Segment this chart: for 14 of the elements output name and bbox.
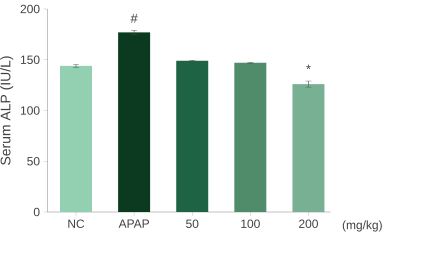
y-tick-label: 100 [20, 106, 40, 115]
text: (mg/kg) [342, 220, 382, 232]
annotation: # [130, 14, 138, 23]
x-tick-label: 200 [299, 220, 318, 228]
y-tick-label: 150 [20, 56, 40, 64]
x-tick-label: APAP [118, 220, 149, 228]
y-tick-label: 0 [34, 208, 40, 216]
y-tick-label: 50 [27, 157, 40, 166]
y-tick-label: 200 [20, 4, 40, 14]
annotation: * [306, 64, 311, 70]
x-tick-label: 50 [186, 220, 198, 228]
x-tick-label: 100 [241, 220, 260, 228]
y-axis-title: Serum ALP (IU/L) [0, 56, 14, 165]
x-tick-label: NC [68, 220, 84, 228]
